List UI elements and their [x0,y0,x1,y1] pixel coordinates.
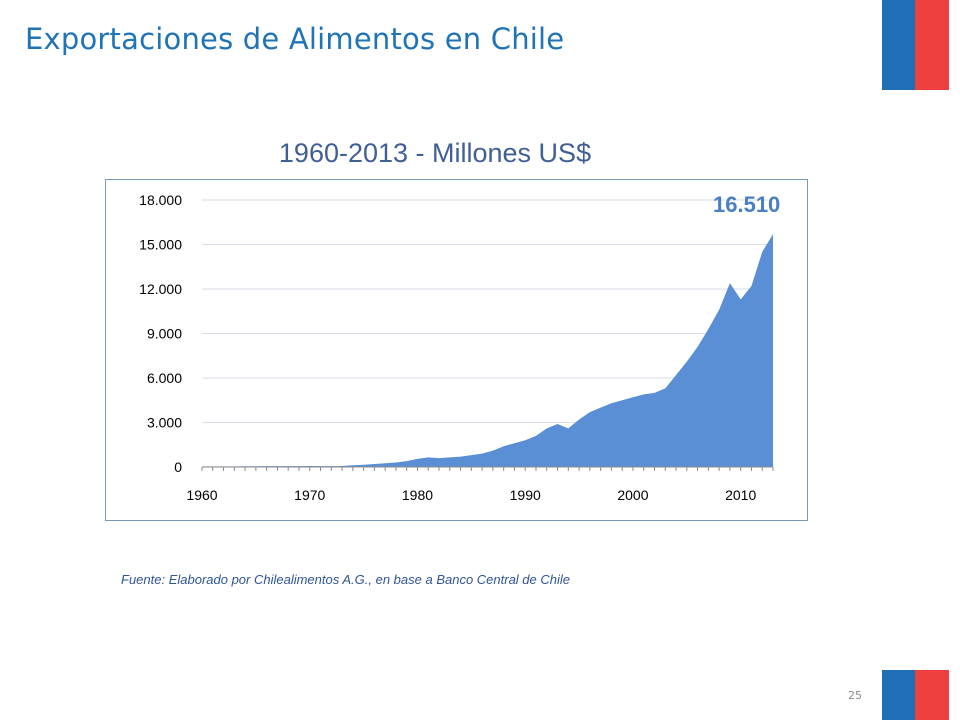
flag-blue-stripe [882,670,915,720]
x-tick-label: 1960 [186,487,217,503]
page-number: 25 [848,689,862,702]
y-tick-label: 9.000 [147,326,182,342]
y-tick-label: 0 [174,459,182,475]
chart-plot: 0 3.000 6.000 9.000 12.000 15.000 18.000 1960 19… [139,192,780,503]
flag-red-stripe [915,0,949,90]
slide-title: Exportaciones de Alimentos en Chile [25,22,565,56]
chile-flag-top-decoration [882,0,949,90]
y-tick-label: 18.000 [139,192,182,208]
x-tick-label: 1980 [402,487,433,503]
x-tick-label: 1970 [294,487,325,503]
chart-title: 1960-2013 - Millones US$ [278,138,592,168]
peak-value-label: 16.510 [713,192,780,217]
series-area [202,234,773,467]
x-tick-label: 1990 [510,487,541,503]
y-tick-label: 12.000 [139,281,182,297]
flag-blue-stripe [882,0,915,90]
x-tick-label: 2000 [617,487,648,503]
source-note: Fuente: Elaborado por Chilealimentos A.G… [121,572,571,587]
x-tick-label: 2010 [725,487,756,503]
y-tick-label: 6.000 [147,370,182,386]
y-tick-label: 15.000 [139,237,182,253]
chile-flag-bottom-decoration [882,670,949,720]
chart-area: 0 3.000 6.000 9.000 12.000 15.000 18.000 1960 19… [105,179,808,521]
y-tick-label: 3.000 [147,415,182,431]
flag-red-stripe [915,670,949,720]
